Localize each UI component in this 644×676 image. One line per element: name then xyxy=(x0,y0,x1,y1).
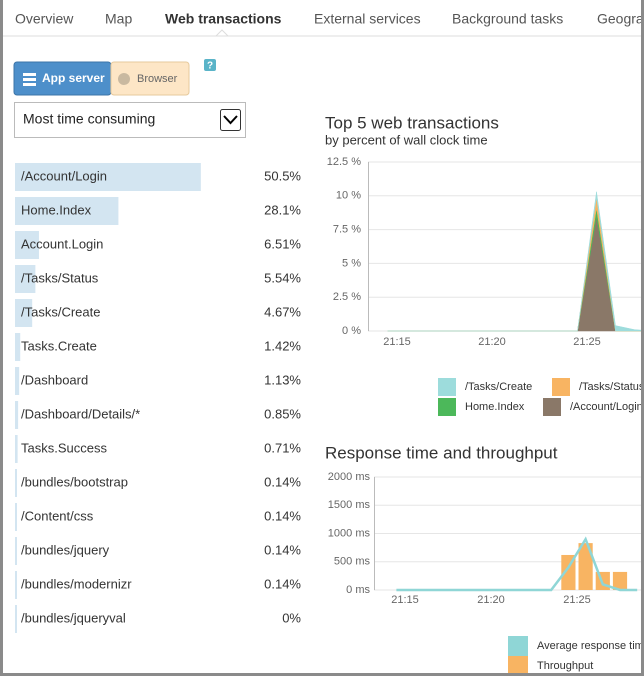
transaction-bar xyxy=(15,197,119,225)
transaction-name: /bundles/modernizr xyxy=(21,576,132,591)
browser-icon xyxy=(118,73,130,85)
transaction-bar xyxy=(15,333,21,361)
legend-swatch xyxy=(543,398,561,416)
tab[interactable]: Map xyxy=(105,11,132,27)
x-tick-label: 21:15 xyxy=(383,336,411,348)
tab[interactable]: External services xyxy=(314,11,421,27)
dropdown-arrow xyxy=(223,115,238,125)
transaction-value: 0.71% xyxy=(264,440,301,455)
dropdown-label[interactable]: Most time consuming xyxy=(23,111,155,127)
transaction-name: /bundles/jqueryval xyxy=(21,610,126,625)
transaction-bar xyxy=(15,231,39,259)
legend-swatch xyxy=(552,378,570,396)
transaction-value: 4.67% xyxy=(264,304,301,319)
transaction-value: 28.1% xyxy=(264,202,301,217)
transaction-value: 0.85% xyxy=(264,406,301,421)
legend-swatch xyxy=(438,378,456,396)
tab[interactable]: Overview xyxy=(15,11,74,27)
transaction-bar xyxy=(15,299,33,327)
transaction-value: 6.51% xyxy=(264,236,301,251)
legend-swatch xyxy=(438,398,456,416)
legend-label: /Tasks/Create xyxy=(465,381,532,393)
transaction-value: 0.14% xyxy=(264,542,301,557)
transaction-name: /bundles/jquery xyxy=(21,542,110,557)
transaction-bar xyxy=(15,265,36,293)
chart-subtitle: by percent of wall clock time xyxy=(325,132,488,147)
legend-label: Home.Index xyxy=(465,401,525,413)
transaction-name: Home.Index xyxy=(21,202,92,217)
y-tick-label: 1500 ms xyxy=(328,499,371,511)
transaction-bar xyxy=(15,435,18,463)
transaction-bar xyxy=(15,571,17,599)
y-tick-label: 12.5 % xyxy=(327,156,361,168)
x-tick-label: 21:20 xyxy=(477,594,505,606)
y-tick-label: 2.5 % xyxy=(333,291,361,303)
chart-title: Top 5 web transactions xyxy=(325,113,499,132)
y-tick-label: 2000 ms xyxy=(328,471,371,483)
legend-swatch xyxy=(508,656,528,676)
legend-label: /Account/Login xyxy=(570,401,643,413)
dropdown-button[interactable] xyxy=(220,109,241,131)
y-tick-label: 0 % xyxy=(342,325,361,337)
y-tick-label: 500 ms xyxy=(334,556,371,568)
transaction-value: 0.14% xyxy=(264,576,301,591)
tab[interactable]: Background tasks xyxy=(452,11,563,27)
transaction-name: Account.Login xyxy=(21,236,103,251)
transaction-bar xyxy=(15,401,19,429)
transaction-name: /Tasks/Status xyxy=(21,270,99,285)
tab-caret xyxy=(214,29,230,37)
transaction-name: /bundles/bootstrap xyxy=(21,474,128,489)
legend-label: /Tasks/Status xyxy=(579,381,644,393)
transaction-name: /Content/css xyxy=(21,508,94,523)
transaction-value: 0.14% xyxy=(264,508,301,523)
browser-button[interactable] xyxy=(110,61,190,96)
y-tick-label: 10 % xyxy=(336,190,361,202)
transaction-bar xyxy=(15,605,17,633)
transaction-name: /Account/Login xyxy=(21,168,107,183)
transaction-name: /Tasks/Create xyxy=(21,304,100,319)
transaction-value: 0.14% xyxy=(264,474,301,489)
area xyxy=(387,191,644,332)
dropdown[interactable] xyxy=(14,102,246,138)
y-tick-label: 1000 ms xyxy=(328,527,371,539)
help-icon[interactable] xyxy=(204,59,216,71)
transaction-name: /Dashboard xyxy=(21,372,88,387)
x-tick-label: 21:20 xyxy=(478,336,506,348)
y-tick-label: 5 % xyxy=(342,257,361,269)
transaction-name: /Dashboard/Details/* xyxy=(21,406,140,421)
y-tick-label: 7.5 % xyxy=(333,224,361,236)
help-label[interactable]: ? xyxy=(207,61,213,72)
transaction-value: 0% xyxy=(282,610,301,625)
x-tick-label: 21:25 xyxy=(573,336,601,348)
transaction-value: 1.13% xyxy=(264,372,301,387)
transaction-bar xyxy=(15,537,17,565)
transaction-bar xyxy=(15,367,20,395)
y-tick-label: 0 ms xyxy=(346,584,370,596)
transaction-value: 5.54% xyxy=(264,270,301,285)
chart-title: Response time and throughput xyxy=(325,443,558,462)
transaction-value: 1.42% xyxy=(264,338,301,353)
app-server-icon xyxy=(23,73,36,86)
legend-swatch xyxy=(508,636,528,656)
transaction-bar xyxy=(15,163,201,191)
tab[interactable]: Web transactions xyxy=(165,11,282,27)
transaction-bar xyxy=(15,469,17,497)
tab[interactable]: Geogra xyxy=(597,11,644,27)
line xyxy=(396,536,638,592)
transaction-name: Tasks.Success xyxy=(21,440,107,455)
transaction-value: 50.5% xyxy=(264,168,301,183)
transaction-bar xyxy=(15,503,17,531)
browser-label[interactable]: Browser xyxy=(137,73,178,85)
transaction-name: Tasks.Create xyxy=(21,338,97,353)
x-tick-label: 21:25 xyxy=(563,594,591,606)
bar xyxy=(578,543,593,590)
legend-label: Throughput xyxy=(537,660,593,672)
app-server-label[interactable]: App server xyxy=(42,71,105,85)
legend-label: Average response time xyxy=(537,640,644,652)
bar xyxy=(612,571,628,590)
x-tick-label: 21:15 xyxy=(391,594,419,606)
